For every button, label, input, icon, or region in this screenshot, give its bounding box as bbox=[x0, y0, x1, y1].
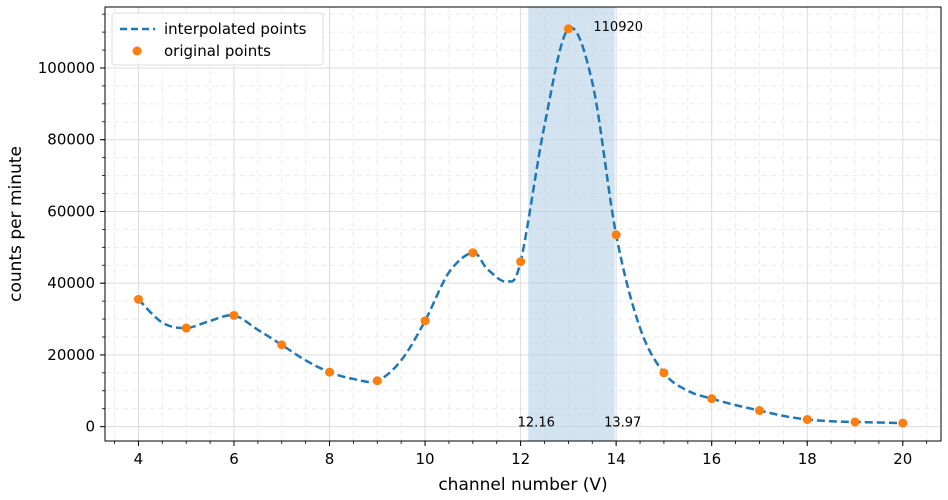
original-point-marker bbox=[468, 248, 478, 258]
original-point-marker bbox=[516, 257, 526, 267]
peak-value-annotation: 110920 bbox=[593, 20, 643, 35]
original-point-marker bbox=[372, 376, 382, 386]
original-point-marker bbox=[707, 394, 717, 404]
original-point-marker bbox=[802, 414, 812, 424]
original-points-layer bbox=[133, 24, 908, 428]
ticks-layer: 4 6 8 10 12 14 16 18 20 0 20000 40000 60000 80000 1000… bbox=[38, 13, 928, 468]
y-tick-label: 60000 bbox=[47, 202, 95, 220]
y-axis-title: counts per minute bbox=[6, 146, 26, 302]
y-tick-label: 40000 bbox=[47, 274, 95, 292]
original-point-marker bbox=[611, 230, 621, 240]
y-tick-label: 80000 bbox=[47, 131, 95, 149]
original-point-marker bbox=[181, 323, 191, 333]
original-point-marker bbox=[420, 316, 430, 326]
original-point-marker bbox=[229, 310, 239, 320]
x-tick-label: 10 bbox=[416, 450, 435, 468]
original-point-marker bbox=[659, 368, 669, 378]
legend: interpolated points original points bbox=[111, 12, 324, 66]
y-tick-label: 20000 bbox=[47, 346, 95, 364]
plot-frame bbox=[104, 6, 942, 442]
interpolated-line-layer bbox=[137, 26, 903, 425]
x-tick-label: 4 bbox=[134, 450, 144, 468]
x-tick-label: 12 bbox=[511, 450, 530, 468]
original-point-marker bbox=[325, 367, 335, 377]
shaded-region bbox=[528, 7, 615, 441]
x-tick-label: 14 bbox=[607, 450, 626, 468]
major-grid bbox=[105, 7, 941, 441]
region-end-annotation: 13.97 bbox=[604, 416, 641, 431]
y-tick-label: 0 bbox=[85, 418, 95, 436]
original-point-marker bbox=[277, 340, 287, 350]
original-point-marker bbox=[850, 417, 860, 427]
region-start-annotation: 12.16 bbox=[518, 416, 555, 431]
interpolated-points-line bbox=[137, 26, 903, 425]
y-tick-label: 100000 bbox=[38, 59, 95, 77]
legend-box bbox=[111, 12, 324, 66]
original-point-marker bbox=[898, 418, 908, 428]
x-axis-title: channel number (V) bbox=[438, 475, 607, 495]
shaded-region-layer bbox=[528, 7, 615, 441]
original-point-marker bbox=[133, 294, 143, 304]
annotations-layer: 110920 12.16 13.97 bbox=[518, 20, 643, 431]
x-tick-label: 6 bbox=[229, 450, 239, 468]
legend-label-original: original points bbox=[164, 42, 271, 60]
original-point-marker bbox=[754, 406, 764, 416]
x-tick-label: 20 bbox=[893, 450, 912, 468]
legend-marker-swatch bbox=[132, 46, 142, 56]
x-tick-label: 8 bbox=[325, 450, 335, 468]
minor-grid bbox=[105, 7, 941, 441]
x-tick-label: 16 bbox=[702, 450, 721, 468]
original-point-marker bbox=[563, 24, 573, 34]
x-tick-label: 18 bbox=[798, 450, 817, 468]
legend-label-interpolated: interpolated points bbox=[164, 20, 307, 38]
